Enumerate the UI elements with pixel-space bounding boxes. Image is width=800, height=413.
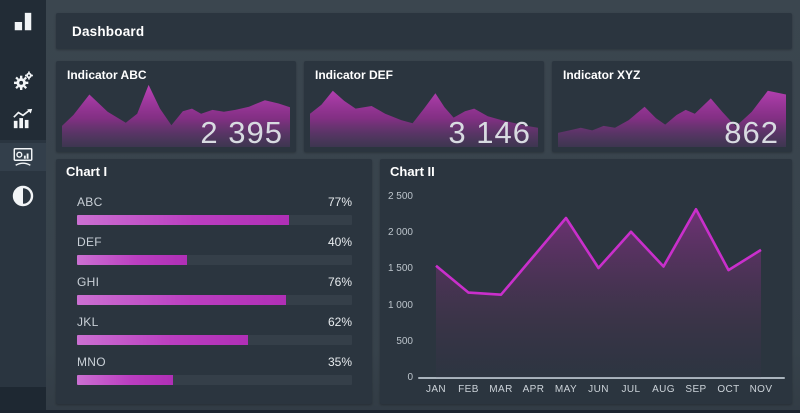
x-axis-tick-label: JAN (425, 384, 447, 395)
chart-i-card[interactable]: Chart I ABC 77% DEF 40% GHI 76% JKL 62% MNO 35% (56, 159, 372, 404)
charts-row: Chart I ABC 77% DEF 40% GHI 76% JKL 62% MNO 35% C… (56, 159, 792, 404)
bar-track (77, 215, 352, 225)
page-bottom-edge (0, 410, 800, 413)
contrast-icon (11, 184, 35, 208)
bar-percent-value: 35% (327, 355, 352, 369)
bar-percent-value: 77% (327, 195, 352, 209)
page-header: Dashboard (56, 13, 792, 49)
bar-track (77, 335, 352, 345)
bar-category-label: GHI (77, 275, 100, 289)
bar-percent-value: 62% (327, 315, 352, 329)
bar-category-label: ABC (77, 195, 103, 209)
indicator-value: 2 395 (200, 115, 283, 150)
sidebar-item-contrast[interactable] (0, 182, 46, 210)
bar-row: MNO 35% (77, 355, 352, 385)
sidebar-top-section (0, 0, 46, 140)
bar-row: ABC 77% (77, 195, 352, 225)
bar-percent-value: 40% (327, 235, 352, 249)
x-axis-tick-label: SEP (685, 384, 707, 395)
x-axis-tick-label: JUL (621, 384, 641, 395)
x-axis-tick-label: JUN (588, 384, 609, 395)
bar-track (77, 295, 352, 305)
bar-fill (77, 215, 289, 225)
bar-track (77, 255, 352, 265)
y-axis-tick-label: 0 (407, 372, 413, 383)
bar-row: JKL 62% (77, 315, 352, 345)
sparkline-area (310, 90, 538, 147)
series-line (435, 207, 762, 296)
bar-chart-logo-icon (12, 11, 34, 33)
area-chart-canvas (435, 207, 762, 378)
bar-category-label: JKL (77, 315, 99, 329)
stats-growth-icon (12, 108, 34, 130)
indicator-value: 3 146 (448, 115, 531, 150)
indicator-card-abc[interactable]: Indicator ABC 2 395 (56, 61, 296, 152)
bar-fill (77, 375, 174, 385)
bar-fill (77, 255, 187, 265)
x-axis-tick-label: OCT (717, 384, 740, 395)
indicator-title: Indicator XYZ (563, 68, 641, 82)
settings-gears-icon (12, 70, 34, 92)
sidebar-item-logo[interactable] (0, 8, 46, 36)
x-axis-tick-label: FEB (458, 384, 479, 395)
chart-ii-title: Chart II (390, 164, 435, 179)
x-axis-tick-label: AUG (652, 384, 675, 395)
page-title: Dashboard (72, 23, 145, 39)
y-axis-tick-label: 1 500 (387, 263, 413, 275)
indicator-value: 862 (724, 115, 779, 150)
sparkline-area (62, 84, 290, 147)
area-fill (436, 209, 761, 378)
y-axis-tick-label: 2 000 (387, 227, 413, 239)
indicator-title: Indicator ABC (67, 68, 147, 82)
indicators-row: Indicator ABC 2 395 Indicator DEF 3 146 … (56, 61, 792, 152)
sidebar-item-statistics[interactable] (0, 105, 46, 133)
x-axis-tick-label: MAY (554, 384, 578, 395)
bar-category-label: MNO (77, 355, 106, 369)
sparkline-area (558, 90, 786, 147)
bar-row: GHI 76% (77, 275, 352, 305)
bar-fill (77, 335, 248, 345)
presentation-chart-icon (12, 146, 34, 168)
indicator-sparkline-chart (310, 90, 538, 147)
x-axis-tick-label: MAR (489, 384, 513, 395)
sidebar-item-settings[interactable] (0, 67, 46, 95)
horizontal-bar-chart: ABC 77% DEF 40% GHI 76% JKL 62% MNO 35% (77, 195, 352, 395)
chart-ii-card[interactable]: Chart II 0 500 1 000 1 500 2 000 2 500 JAN FEB M… (380, 159, 792, 404)
x-axis-tick-label: NOV (749, 384, 773, 395)
bar-row: DEF 40% (77, 235, 352, 265)
indicator-title: Indicator DEF (315, 68, 394, 82)
y-axis-tick-label: 1 000 (387, 299, 413, 311)
y-axis-tick-label: 500 (396, 335, 413, 347)
indicator-card-xyz[interactable]: Indicator XYZ 862 (552, 61, 792, 152)
sidebar (0, 0, 46, 413)
indicator-card-def[interactable]: Indicator DEF 3 146 (304, 61, 544, 152)
x-axis-tick-label: APR (522, 384, 545, 395)
bar-category-label: DEF (77, 235, 102, 249)
sidebar-footer (0, 387, 46, 413)
y-axis-tick-label: 2 500 (387, 191, 413, 202)
chart-i-title: Chart I (66, 164, 108, 179)
sidebar-item-presentation[interactable] (0, 143, 46, 171)
bar-percent-value: 76% (327, 275, 352, 289)
indicator-sparkline-chart (558, 90, 786, 147)
indicator-sparkline-chart (62, 84, 290, 147)
bar-fill (77, 295, 286, 305)
bar-track (77, 375, 352, 385)
area-chart: 0 500 1 000 1 500 2 000 2 500 JAN FEB MAR APR MAY J… (380, 159, 792, 404)
